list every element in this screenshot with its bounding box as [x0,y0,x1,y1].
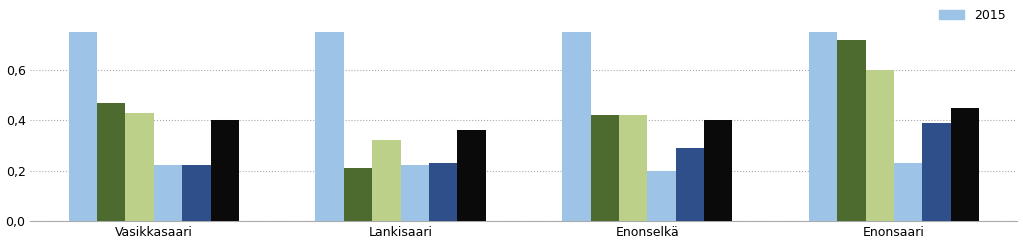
Bar [675,148,704,221]
Bar [704,120,732,221]
Bar [619,115,648,221]
Bar [182,165,211,221]
Bar [457,130,486,221]
Bar [211,120,239,221]
Bar [809,32,837,221]
Bar [315,32,344,221]
Legend: 2015: 2015 [934,4,1011,27]
Bar [126,113,153,221]
Bar [97,103,126,221]
Bar [950,108,979,221]
Bar [429,163,457,221]
Bar [153,165,182,221]
Bar [401,165,429,221]
Bar [69,32,97,221]
Bar [344,168,372,221]
Bar [923,123,950,221]
Bar [590,115,619,221]
Bar [372,140,401,221]
Bar [894,163,923,221]
Bar [837,40,865,221]
Bar [865,70,894,221]
Bar [648,171,675,221]
Bar [563,32,590,221]
